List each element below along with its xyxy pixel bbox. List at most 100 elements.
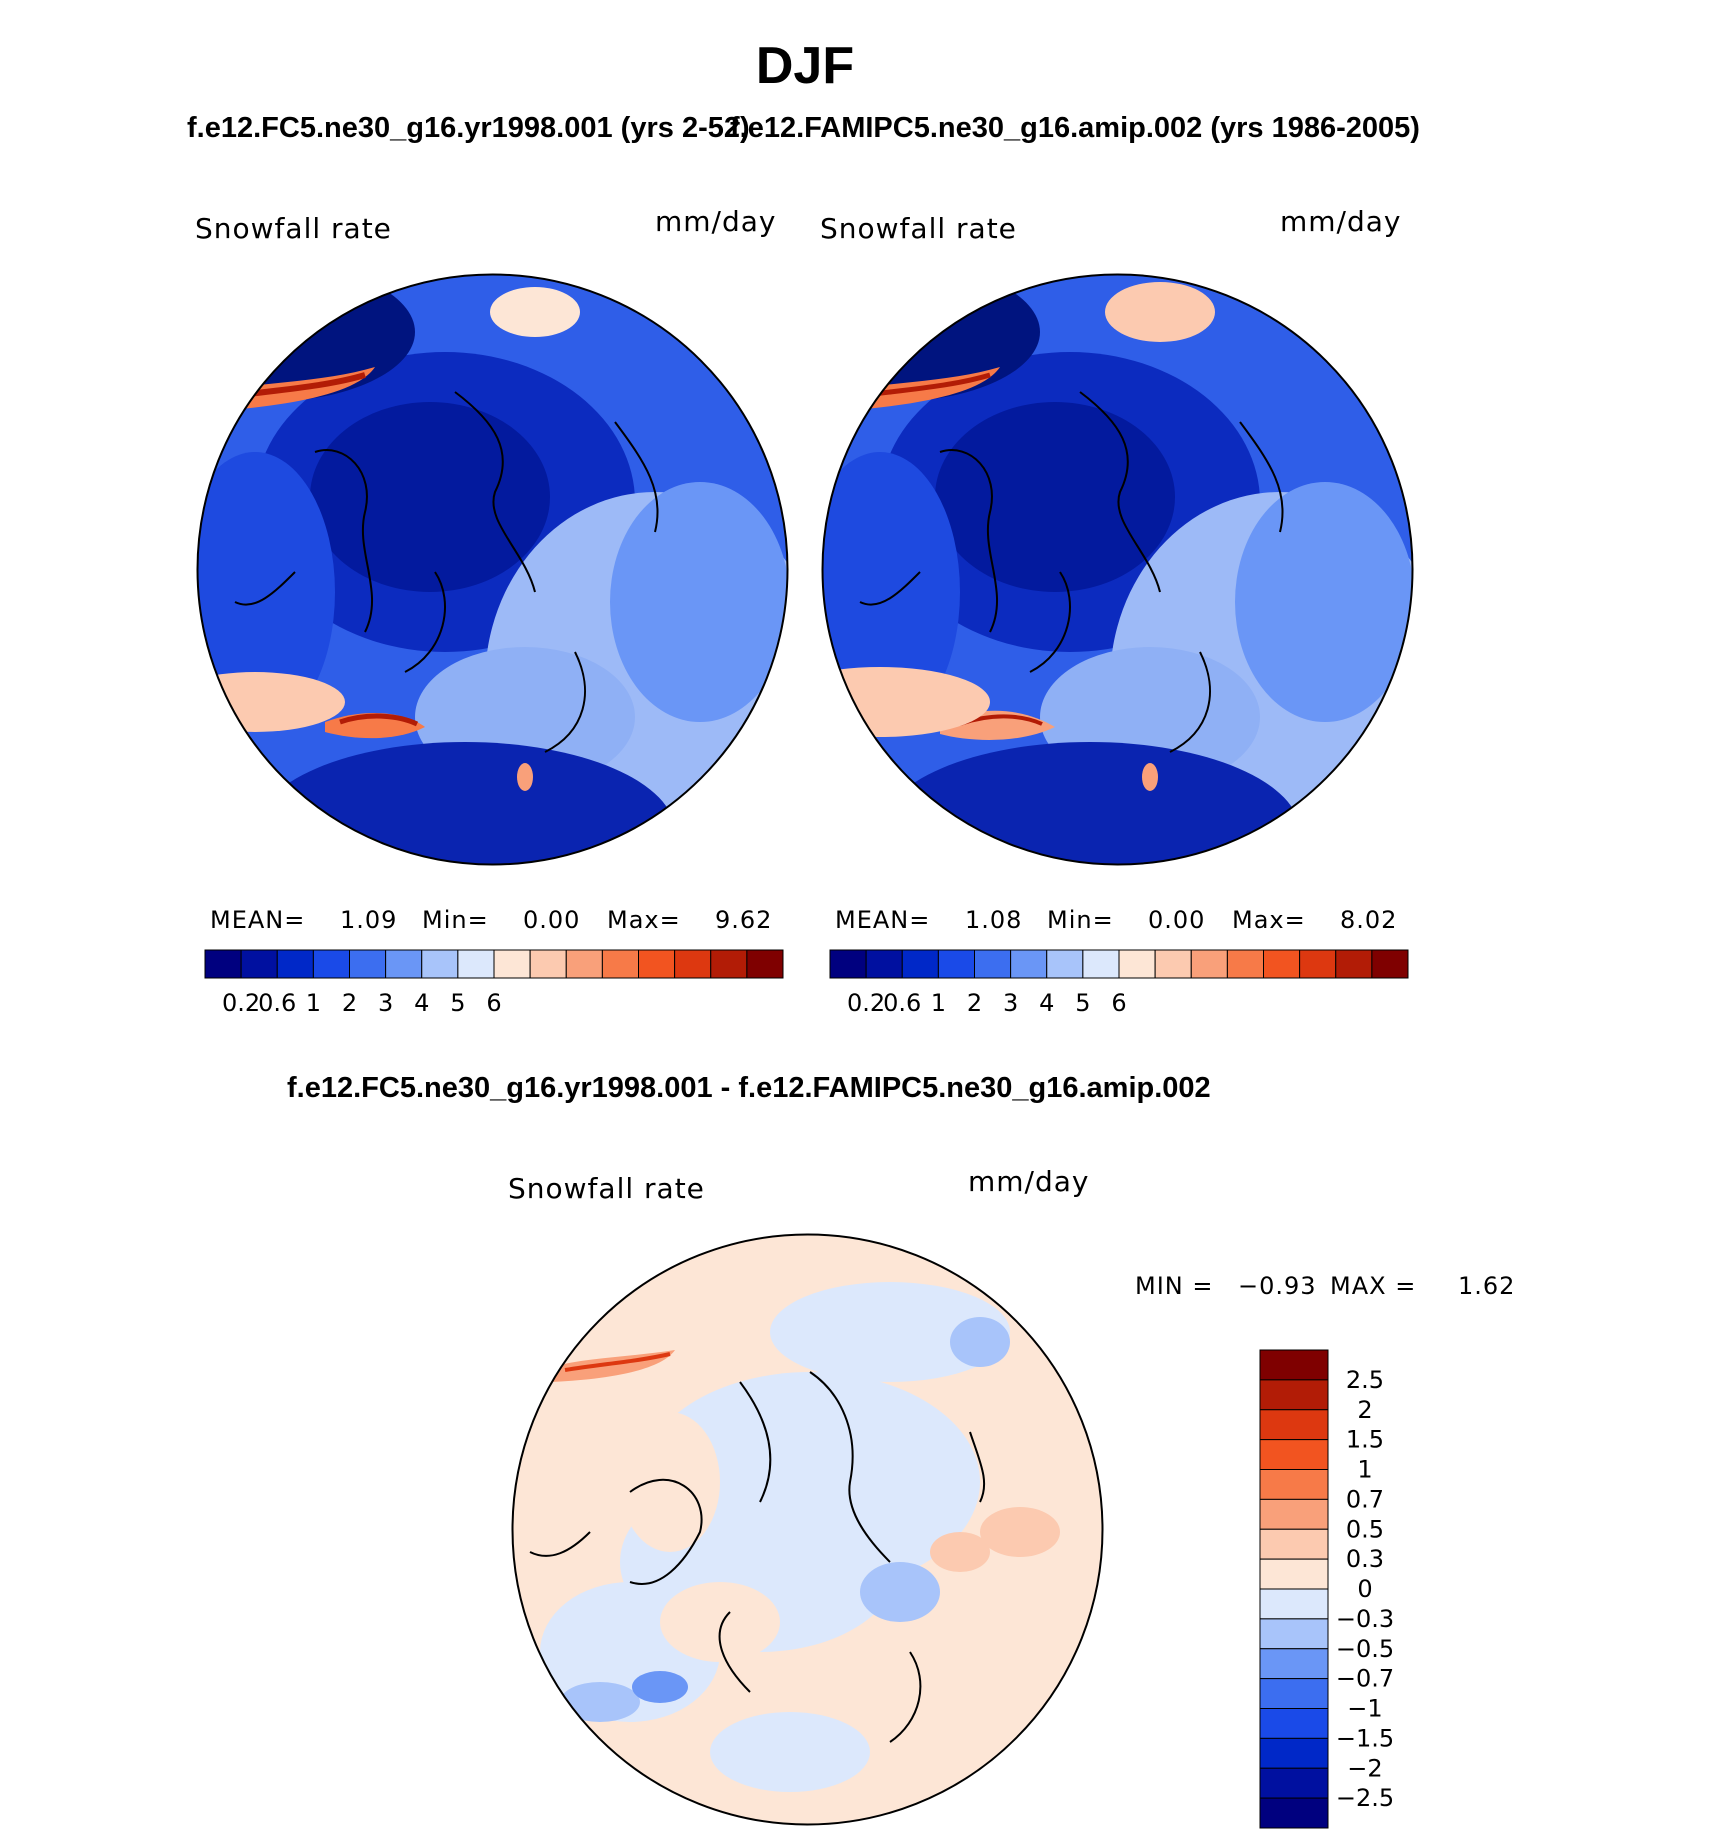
panel2-colorbar-swatch: [1299, 949, 1337, 979]
panel1-polar-map: [196, 273, 789, 866]
panel1-colorbar-swatch: [385, 949, 423, 979]
season-title: DJF: [755, 37, 855, 95]
panel1-mean-label: MEAN=: [210, 906, 306, 934]
panel1-colorbar-swatch: [529, 949, 567, 979]
panel2-units-label: mm/day: [1280, 205, 1402, 238]
panel2-colorbar-tick-label: 6: [1111, 989, 1126, 1015]
panel1-colorbar-swatch: [312, 949, 350, 979]
panel1-colorbar-swatch: [674, 949, 712, 979]
diff-colorbar-swatch: [1259, 1498, 1329, 1530]
panel2-colorbar-tick-label: 0.2: [847, 989, 885, 1015]
panel2-colorbar-swatch: [1371, 949, 1409, 979]
panel2-colorbar-swatch: [1046, 949, 1084, 979]
panel2-colorbar-swatch: [1010, 949, 1048, 979]
panel2-colorbar-swatch: [1263, 949, 1301, 979]
diff-colorbar-tick-label: 0.3: [1346, 1545, 1384, 1573]
diff-min-label: MIN =: [1135, 1272, 1214, 1300]
panel2-colorbar: 0.20.6 1 2 3 4 5 6: [829, 949, 1409, 1015]
diff-colorbar-swatch: [1259, 1678, 1329, 1709]
diff-colorbar-tick-label: 0.5: [1346, 1515, 1384, 1543]
diff-colorbar-tick-label: −2: [1347, 1754, 1382, 1782]
panel1-units-label: mm/day: [655, 205, 777, 238]
panel2-colorbar-tick-label: 5: [1075, 989, 1090, 1015]
panel1-min-value: 0.00: [523, 906, 581, 934]
diff-colorbar-swatch: [1259, 1469, 1329, 1500]
panel1-colorbar-swatch: [601, 949, 639, 979]
panel1-colorbar-swatch: [710, 949, 748, 979]
panel1-colorbar-swatch: [638, 949, 676, 979]
panel2-mean-value: 1.08: [965, 906, 1023, 934]
diff-colorbar-swatch: [1259, 1737, 1329, 1769]
panel1-colorbar: 0.20.6 1 2 3 4 5 6: [204, 949, 784, 1015]
diff-units-label: mm/day: [968, 1165, 1090, 1198]
panel1-colorbar-swatch: [240, 949, 278, 979]
panel2-colorbar-tick-label: 3: [1003, 989, 1018, 1015]
panel1-colorbar-swatch: [204, 949, 242, 979]
panel1-colorbar-tick-label: 0.6: [258, 989, 296, 1015]
case-title-right: f.e12.FAMIPC5.ne30_g16.amip.002 (yrs 198…: [730, 112, 1420, 144]
diff-colorbar-swatch: [1259, 1558, 1329, 1590]
panel2-colorbar-swatch: [1154, 949, 1192, 979]
diff-colorbar-tick-label: 1.5: [1346, 1426, 1384, 1454]
panel2-colorbar-swatch: [1082, 949, 1120, 979]
panel2-variable-label: Snowfall rate: [820, 212, 1017, 245]
panel1-colorbar-swatch: [421, 949, 459, 979]
diff-min-value: −0.93: [1238, 1272, 1317, 1300]
panel2-colorbar-swatch: [1190, 949, 1228, 979]
diff-colorbar-swatch: [1259, 1767, 1329, 1799]
diff-colorbar-tick-label: 0.7: [1346, 1485, 1384, 1513]
diff-colorbar-swatch: [1259, 1648, 1329, 1680]
panel2-colorbar-swatch: [901, 949, 939, 979]
diff-colorbar-swatch: [1259, 1708, 1329, 1739]
diff-colorbar-tick-label: 1: [1357, 1456, 1372, 1484]
panel1-colorbar-tick-label: 5: [450, 989, 465, 1015]
panel2-polar-map: [821, 273, 1414, 866]
diff-colorbar-swatch: [1259, 1528, 1329, 1560]
diff-colorbar-tick-label: 0: [1357, 1575, 1372, 1603]
panel2-max-label: Max=: [1232, 906, 1306, 934]
diff-polar-map: [511, 1233, 1104, 1826]
panel1-colorbar-swatch: [276, 949, 314, 979]
panel2-colorbar-swatch: [1335, 949, 1373, 979]
diff-max-value: 1.62: [1458, 1272, 1516, 1300]
diff-colorbar-tick-label: −0.7: [1336, 1665, 1394, 1693]
diff-colorbar-tick-label: −0.5: [1336, 1635, 1394, 1663]
panel1-colorbar-tick-label: 4: [414, 989, 429, 1015]
panel2-min-value: 0.00: [1148, 906, 1206, 934]
panel2-colorbar-tick-label: 1: [931, 989, 946, 1015]
panel2-colorbar-swatch: [865, 949, 903, 979]
panel1-variable-label: Snowfall rate: [195, 212, 392, 245]
panel1-max-label: Max=: [607, 906, 681, 934]
panel1-colorbar-tick-label: 2: [342, 989, 357, 1015]
diff-colorbar-swatch: [1259, 1349, 1329, 1381]
diff-colorbar-tick-label: −1: [1347, 1695, 1382, 1723]
panel1-colorbar-swatch: [457, 949, 495, 979]
panel1-colorbar-tick-label: 6: [486, 989, 501, 1015]
panel1-colorbar-swatch: [746, 949, 784, 979]
panel1-colorbar-swatch: [565, 949, 603, 979]
diff-colorbar-tick-label: −2.5: [1336, 1784, 1394, 1812]
panel1-colorbar-tick-label: 1: [306, 989, 321, 1015]
panel2-colorbar-swatch: [974, 949, 1012, 979]
panel2-colorbar-tick-label: 0.6: [883, 989, 921, 1015]
panel2-colorbar-tick-label: 2: [967, 989, 982, 1015]
panel2-colorbar-swatch: [937, 949, 975, 979]
diff-colorbar: 2.521.510.70.50.30−0.3−0.5−0.7−1−1.5−2−2…: [1259, 1349, 1394, 1829]
diff-colorbar-tick-label: 2.5: [1346, 1366, 1384, 1394]
panel2-colorbar-swatch: [1226, 949, 1264, 979]
panel2-colorbar-swatch: [1118, 949, 1156, 979]
panel2-colorbar-swatch: [829, 949, 867, 979]
panel2-colorbar-tick-label: 4: [1039, 989, 1054, 1015]
panel1-mean-value: 1.09: [340, 906, 398, 934]
panel2-min-label: Min=: [1047, 906, 1114, 934]
diff-colorbar-swatch: [1259, 1797, 1329, 1829]
diff-colorbar-swatch: [1259, 1439, 1329, 1470]
diff-title: f.e12.FC5.ne30_g16.yr1998.001 - f.e12.FA…: [287, 1072, 1211, 1104]
diff-colorbar-tick-label: 2: [1357, 1396, 1372, 1424]
diff-colorbar-swatch: [1259, 1588, 1329, 1620]
panel1-colorbar-tick-label: 0.2: [222, 989, 260, 1015]
panel1-colorbar-swatch: [493, 949, 531, 979]
panel1-min-label: Min=: [422, 906, 489, 934]
diff-max-label: MAX =: [1330, 1272, 1417, 1300]
diff-colorbar-tick-label: −0.3: [1336, 1605, 1394, 1633]
